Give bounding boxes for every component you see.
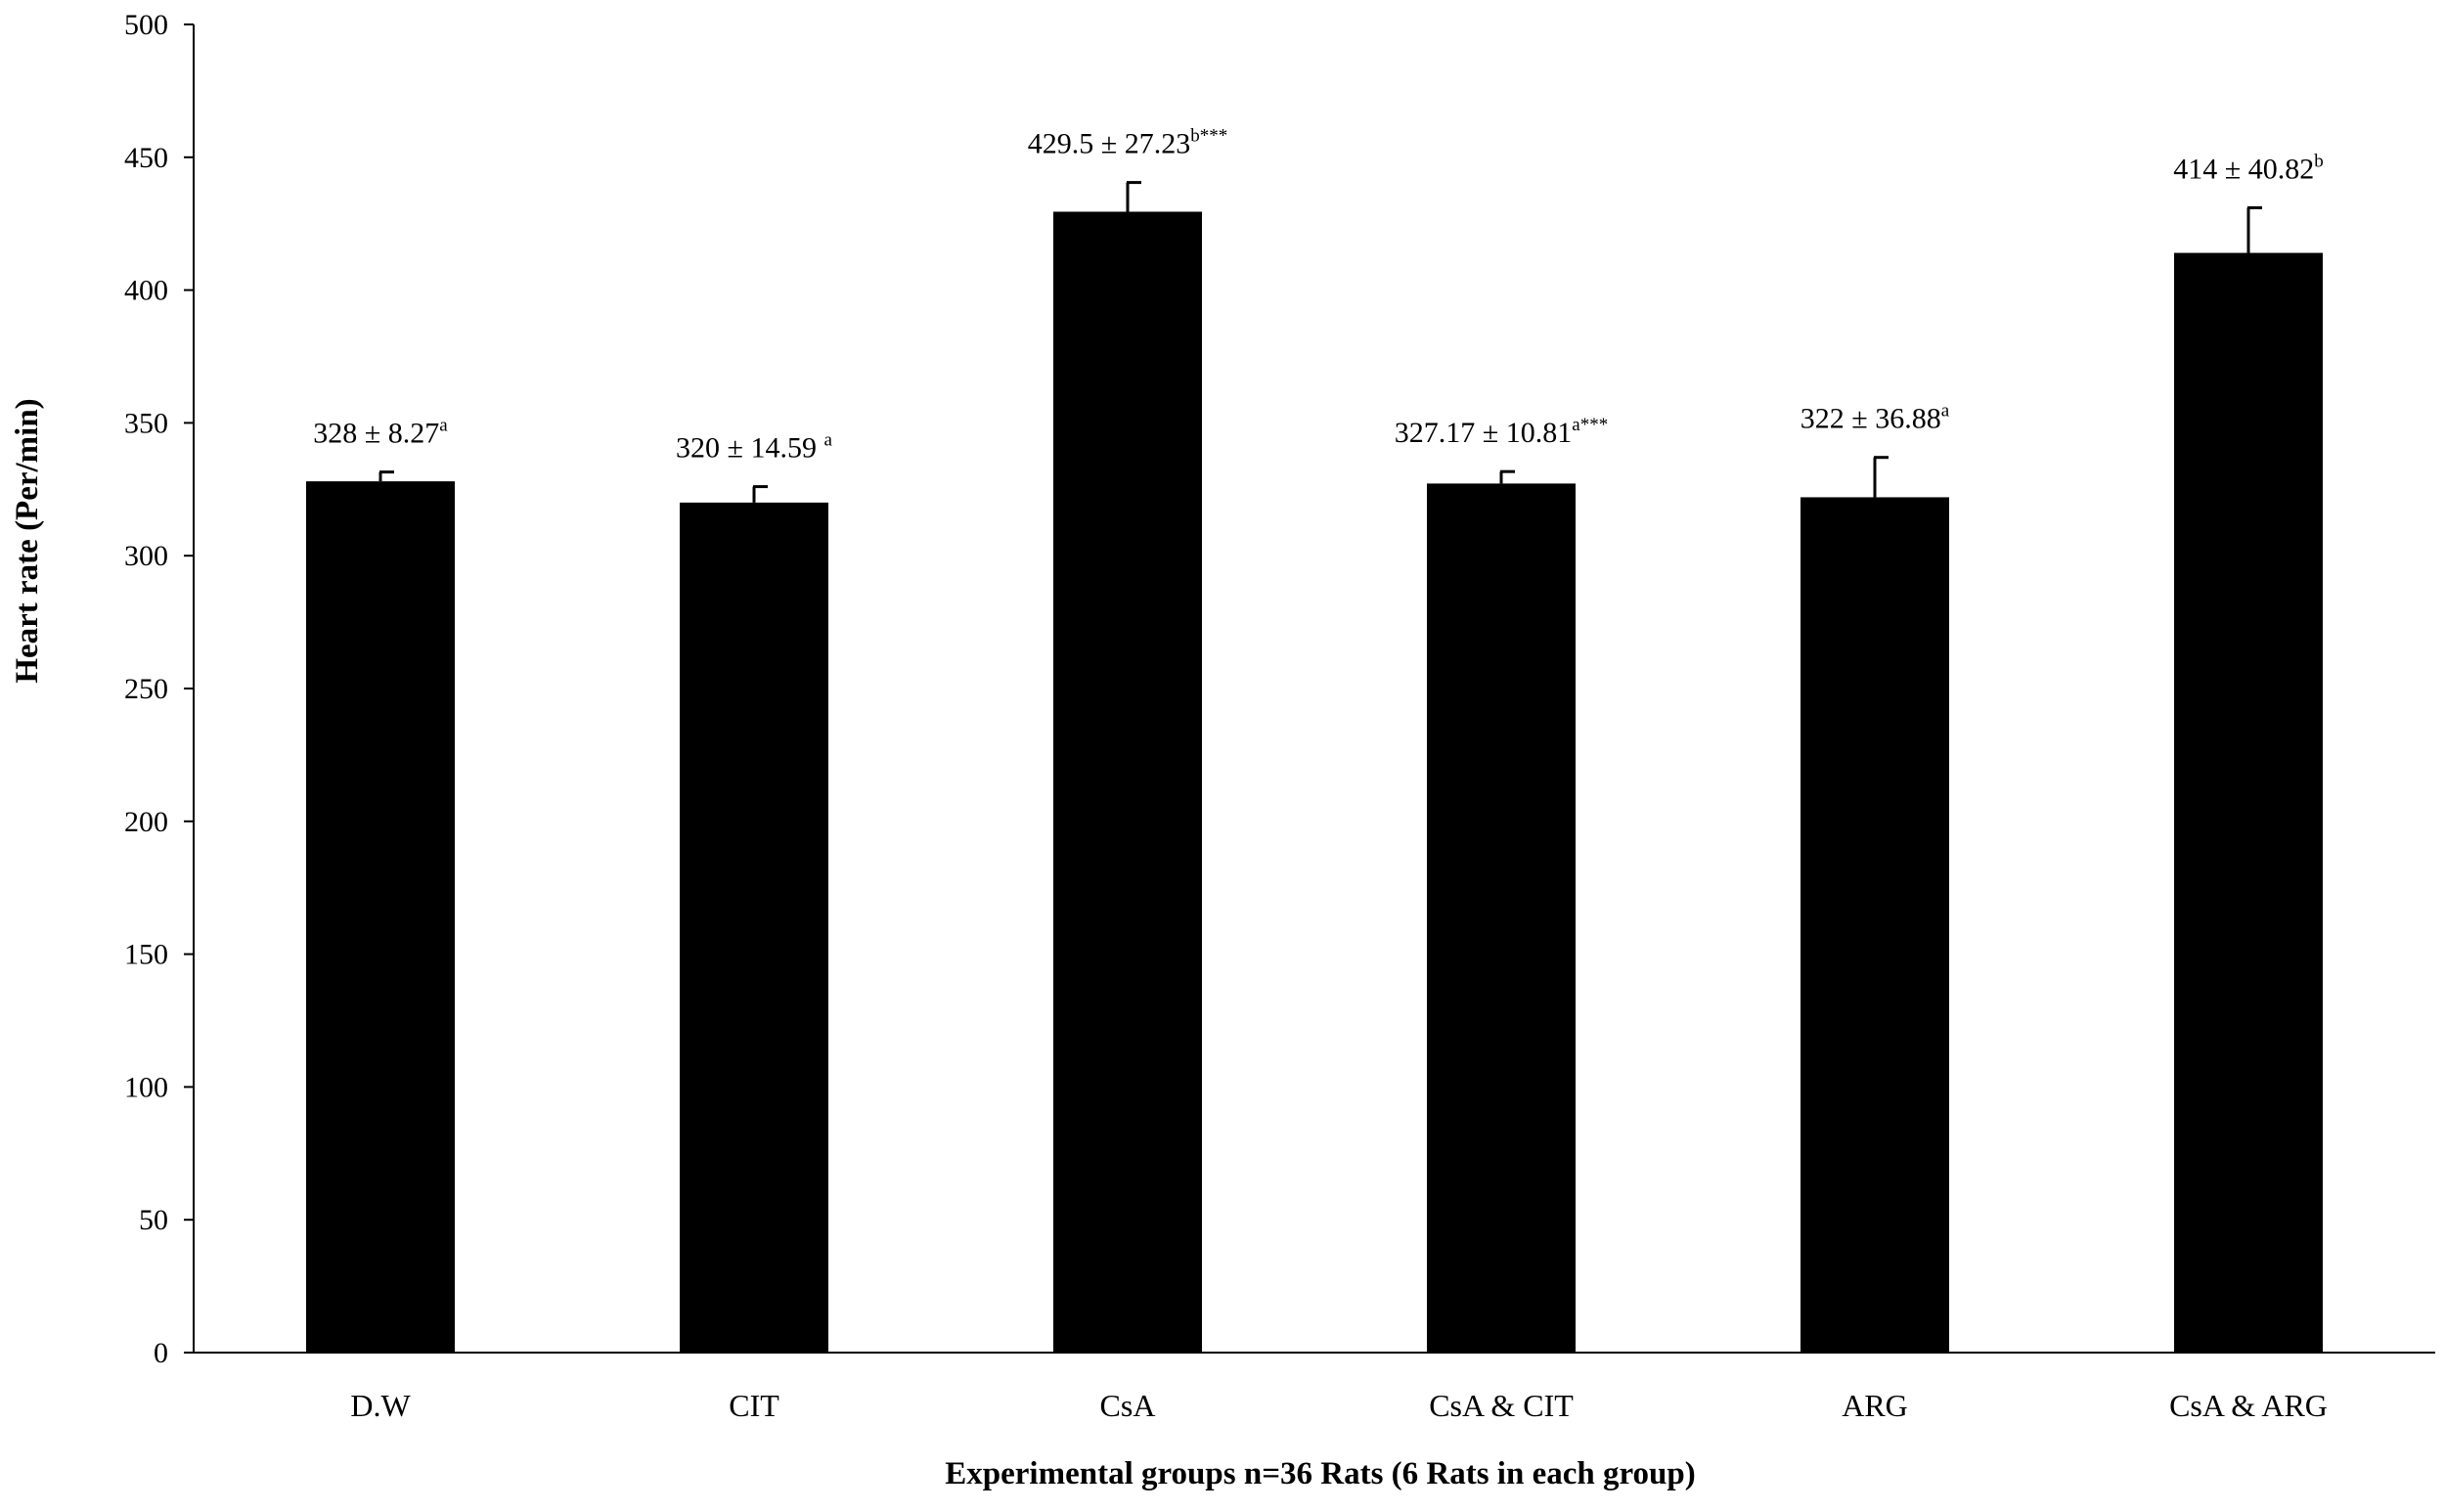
x-tick-label: CsA <box>1100 1388 1156 1423</box>
x-tick-label: D.W <box>350 1388 411 1423</box>
y-tick-label: 0 <box>154 1337 168 1369</box>
bar <box>1800 497 1949 1353</box>
data-label: 429.5 ± 27.23b*** <box>1028 126 1227 160</box>
data-label: 320 ± 14.59 a <box>676 430 832 465</box>
bar <box>1053 211 1202 1353</box>
y-axis-title: Heart rate (Per/min) <box>10 398 45 683</box>
bar <box>1427 483 1576 1354</box>
y-tick-label: 350 <box>124 407 168 439</box>
x-tick-label: ARG <box>1842 1388 1908 1423</box>
x-axis-title: Experimental groups n=36 Rats (6 Rats in… <box>945 1456 1695 1491</box>
data-label: 414 ± 40.82b <box>2173 151 2323 185</box>
y-tick-label: 300 <box>124 540 168 572</box>
x-tick-label: CsA & CIT <box>1429 1388 1574 1423</box>
y-tick-label: 450 <box>124 142 168 174</box>
data-label: 328 ± 8.27a <box>313 416 448 450</box>
y-tick-label: 150 <box>124 939 168 971</box>
data-label: 322 ± 36.88a <box>1800 401 1950 435</box>
x-tick-label: CIT <box>729 1388 779 1423</box>
y-tick-label: 100 <box>124 1071 168 1103</box>
bar <box>680 502 828 1353</box>
y-tick-label: 50 <box>139 1204 168 1236</box>
bar <box>2174 252 2323 1354</box>
y-tick-label: 500 <box>124 9 168 41</box>
y-tick-label: 200 <box>124 806 168 838</box>
y-tick-label: 400 <box>124 275 168 307</box>
y-tick-label: 250 <box>124 673 168 705</box>
data-label: 327.17 ± 10.81a*** <box>1395 415 1608 449</box>
x-tick-label: CsA & ARG <box>2169 1388 2328 1423</box>
bar <box>306 481 455 1354</box>
